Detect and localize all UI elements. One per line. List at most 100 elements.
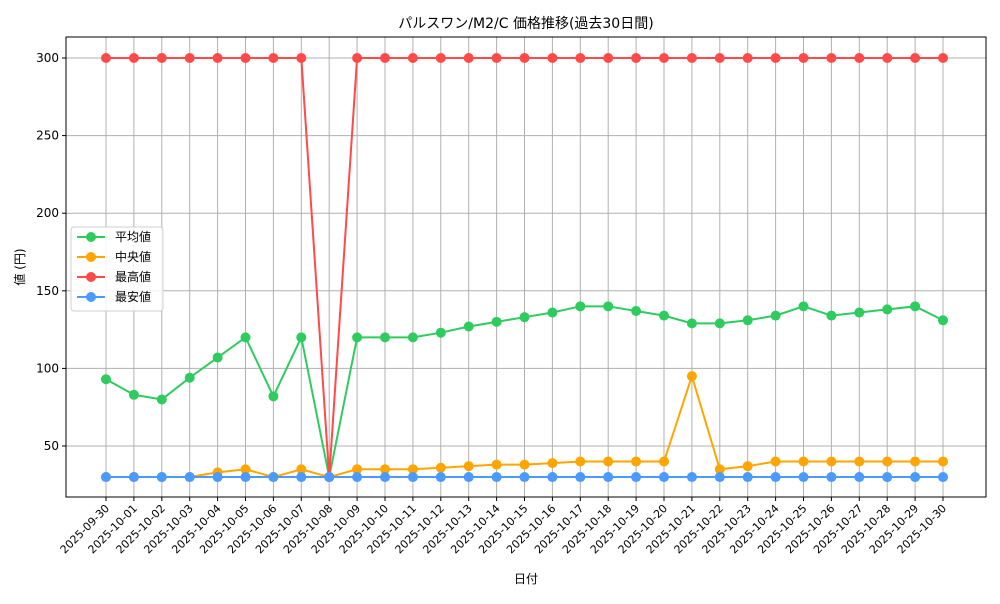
data-point — [882, 456, 893, 467]
data-point — [826, 456, 837, 467]
data-point — [184, 472, 195, 483]
data-point — [101, 472, 111, 483]
data-point — [826, 53, 837, 63]
data-point — [826, 310, 837, 321]
data-point — [128, 389, 139, 400]
data-point — [435, 53, 446, 63]
data-point — [240, 53, 251, 63]
data-point — [101, 53, 111, 63]
data-point — [882, 472, 893, 483]
data-point — [686, 472, 697, 483]
data-point — [770, 53, 781, 63]
data-point — [519, 459, 530, 470]
data-point — [491, 472, 502, 483]
y-tick-label: 200 — [36, 206, 59, 220]
y-axis-label: 値 (円) — [12, 248, 27, 285]
data-point — [882, 53, 893, 63]
data-point — [714, 318, 725, 329]
data-point — [240, 332, 251, 343]
data-point — [519, 312, 530, 323]
data-point — [798, 472, 809, 483]
data-point — [463, 461, 474, 472]
data-point — [826, 472, 837, 483]
legend-marker-icon — [86, 272, 96, 282]
legend-marker-icon — [86, 252, 96, 262]
data-point — [603, 53, 614, 63]
data-point — [910, 456, 921, 467]
data-point — [854, 307, 865, 318]
y-tick-label: 150 — [36, 284, 59, 298]
data-point — [714, 53, 725, 63]
data-point — [686, 318, 697, 329]
data-point — [575, 301, 586, 312]
data-point — [575, 472, 586, 483]
data-point — [910, 53, 921, 63]
y-tick-label: 300 — [36, 51, 59, 65]
data-point — [575, 456, 586, 467]
data-point — [854, 472, 865, 483]
data-point — [352, 332, 363, 343]
data-point — [268, 53, 279, 63]
legend-box — [70, 226, 164, 312]
series-lines — [101, 53, 948, 483]
series-最高値 — [101, 53, 948, 483]
data-point — [128, 472, 139, 483]
data-point — [631, 53, 642, 63]
data-point — [770, 456, 781, 467]
data-point — [714, 472, 725, 483]
data-point — [407, 53, 418, 63]
data-point — [547, 472, 558, 483]
data-point — [407, 464, 418, 475]
data-point — [659, 53, 669, 63]
data-point — [882, 304, 893, 315]
legend-marker-icon — [86, 292, 96, 302]
series-最安値 — [101, 472, 948, 483]
data-point — [603, 456, 614, 467]
data-point — [212, 53, 223, 63]
series-平均値 — [101, 301, 948, 483]
data-point — [742, 53, 753, 63]
data-point — [268, 472, 279, 483]
data-point — [631, 456, 642, 467]
data-point — [742, 315, 753, 326]
data-point — [156, 394, 167, 405]
data-point — [519, 472, 530, 483]
data-point — [296, 53, 307, 63]
data-point — [547, 53, 558, 63]
data-point — [268, 391, 279, 402]
data-point — [184, 53, 195, 63]
data-point — [938, 53, 948, 63]
data-point — [212, 352, 223, 363]
data-point — [352, 472, 363, 483]
legend-item: 最安値 — [77, 289, 151, 304]
data-point — [491, 53, 502, 63]
data-point — [212, 472, 223, 483]
data-point — [603, 301, 614, 312]
data-point — [770, 472, 781, 483]
data-point — [714, 464, 725, 475]
data-point — [491, 316, 502, 327]
data-point — [631, 305, 642, 316]
data-point — [463, 472, 474, 483]
data-point — [296, 464, 307, 475]
data-point — [575, 53, 586, 63]
data-point — [184, 372, 195, 383]
data-point — [435, 327, 446, 338]
data-point — [938, 315, 948, 326]
data-point — [296, 332, 307, 343]
data-point — [547, 307, 558, 318]
data-point — [686, 53, 697, 63]
x-axis-label: 日付 — [514, 572, 538, 586]
data-point — [380, 464, 390, 475]
data-point — [407, 332, 418, 343]
data-point — [770, 310, 781, 321]
data-point — [240, 464, 251, 475]
data-point — [519, 53, 530, 63]
legend-marker-icon — [86, 232, 96, 242]
legend-item: 平均値 — [77, 229, 151, 244]
data-point — [101, 374, 111, 385]
data-point — [659, 310, 669, 321]
data-point — [380, 472, 390, 483]
y-tick-label: 100 — [36, 361, 59, 375]
